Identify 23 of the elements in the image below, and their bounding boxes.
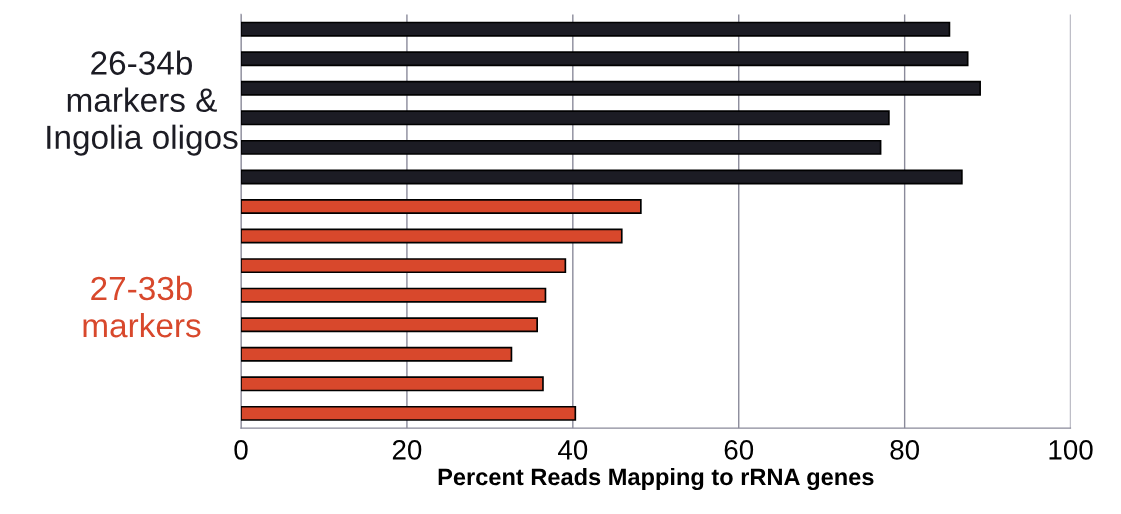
x-tick-label: 40 [558, 440, 588, 460]
text: 26-34b markers & Ingolia oligos [47, 50, 238, 156]
x-axis-title: Percent Reads Mapping to rRNA genes [438, 467, 874, 491]
bar [241, 228, 623, 244]
x-tick-label: 0 [234, 440, 248, 460]
text: 27-33b markers [83, 275, 201, 338]
bar [241, 110, 890, 126]
x-tick-label: 20 [392, 440, 422, 460]
x-tick-label: 60 [724, 440, 754, 460]
bar [241, 287, 547, 303]
bar [241, 199, 642, 214]
bar [241, 21, 951, 37]
bar [241, 346, 513, 362]
bar [241, 317, 538, 333]
bar [241, 258, 567, 274]
bar [241, 405, 577, 421]
bar [241, 80, 981, 96]
x-tick-label: 100 [1049, 440, 1093, 460]
bar [241, 376, 544, 392]
bar [241, 139, 882, 155]
bar [241, 169, 963, 185]
bar [241, 51, 969, 67]
x-tick-label: 80 [890, 440, 920, 460]
